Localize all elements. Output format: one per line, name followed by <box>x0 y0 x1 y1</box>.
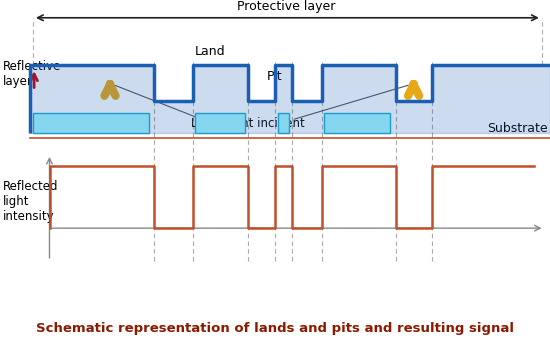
Text: Pit: Pit <box>267 70 282 83</box>
Text: Laser light incident: Laser light incident <box>191 117 304 130</box>
Bar <box>195 112 245 133</box>
Text: Schematic representation of lands and pits and resulting signal: Schematic representation of lands and pi… <box>36 322 514 335</box>
Bar <box>278 112 289 133</box>
Bar <box>33 112 148 133</box>
Bar <box>324 112 390 133</box>
Text: Land: Land <box>195 45 226 58</box>
Text: Protective layer: Protective layer <box>237 0 335 13</box>
Text: Reflected
light
intensity: Reflected light intensity <box>3 180 58 223</box>
Text: Reflective
layer: Reflective layer <box>3 60 61 88</box>
Text: Substrate: Substrate <box>487 122 547 135</box>
